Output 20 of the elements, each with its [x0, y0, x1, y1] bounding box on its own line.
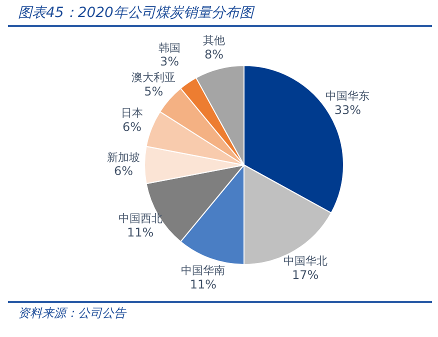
slice-label: 韩国 — [158, 41, 181, 54]
chart-title: 图表45：2020年公司煤炭销量分布图 — [18, 4, 254, 22]
slice-label: 日本 — [120, 106, 143, 120]
data-label: 3% — [160, 54, 180, 69]
slice-label: 中国华北 — [283, 254, 328, 268]
slice-label: 新加坡 — [107, 150, 140, 164]
slice-label: 中国西北 — [118, 212, 162, 226]
text: 资料来源：公司公告 — [18, 305, 126, 322]
slice-label: 其他 — [203, 34, 226, 48]
data-label: 11% — [190, 278, 217, 292]
data-label: 6% — [114, 164, 134, 178]
slice-label: 中国华东 — [326, 90, 370, 103]
data-label: 11% — [126, 225, 154, 240]
data-label: 8% — [204, 47, 224, 62]
data-label: 6% — [122, 120, 142, 134]
data-label: 17% — [292, 268, 319, 282]
slice-label: 中国华南 — [181, 264, 226, 278]
data-label: 33% — [334, 102, 362, 117]
slice-label: 澳大利亚 — [132, 71, 176, 84]
data-label: 5% — [144, 84, 164, 98]
